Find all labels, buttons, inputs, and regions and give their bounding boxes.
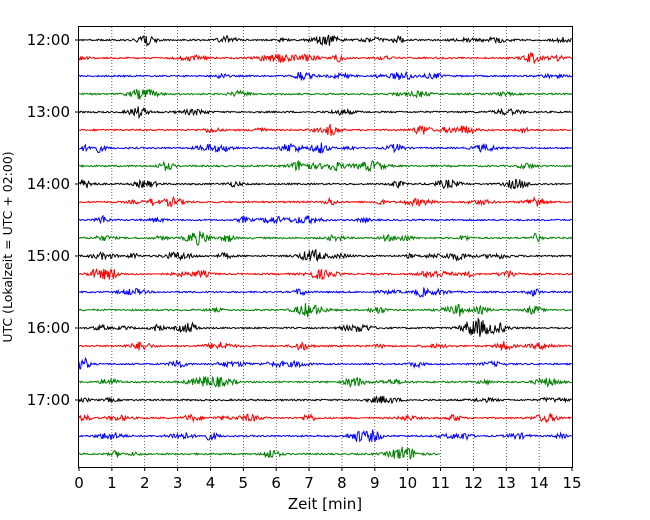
trace-line xyxy=(78,70,573,81)
x-tick-label: 2 xyxy=(140,474,150,492)
trace-line xyxy=(78,52,573,65)
grid-lines xyxy=(111,27,540,467)
trace-line xyxy=(78,159,573,173)
trace-line xyxy=(78,124,572,137)
x-tick-label: 11 xyxy=(431,474,450,492)
x-tick-label: 14 xyxy=(530,474,549,492)
trace-line xyxy=(78,195,572,208)
trace-line xyxy=(78,395,573,404)
trace-line xyxy=(78,317,572,337)
x-tick-label: 5 xyxy=(239,474,249,492)
x-tick-label: 3 xyxy=(173,474,183,492)
x-tick-label: 0 xyxy=(74,474,84,492)
trace-line xyxy=(78,231,573,246)
trace-line xyxy=(78,106,573,120)
plot-frame xyxy=(78,26,573,468)
x-tick-label: 13 xyxy=(497,474,516,492)
trace-line xyxy=(78,446,440,460)
trace-line xyxy=(78,356,573,370)
x-axis-label: Zeit [min] xyxy=(288,495,362,513)
trace-line xyxy=(78,429,572,443)
x-tick-label: 9 xyxy=(370,474,380,492)
x-tick-label: 15 xyxy=(562,474,581,492)
trace-line xyxy=(78,287,572,298)
y-tick-label: 14:00 xyxy=(27,175,70,193)
trace-line xyxy=(78,178,573,190)
y-tick-label: 12:00 xyxy=(27,31,70,49)
trace-line xyxy=(78,88,573,100)
trace-line xyxy=(78,376,573,389)
trace-line xyxy=(78,412,572,424)
trace-line xyxy=(78,248,572,263)
y-axis: 12:00 13:00 14:00 15:00 16:00 17:00 xyxy=(27,31,79,409)
y-tick-label: 16:00 xyxy=(27,319,70,337)
trace-line xyxy=(78,341,573,352)
x-tick-label: 4 xyxy=(206,474,216,492)
trace-line xyxy=(78,34,572,48)
trace-line xyxy=(78,214,572,225)
x-tick-label: 10 xyxy=(398,474,417,492)
x-tick-label: 1 xyxy=(107,474,117,492)
trace-line xyxy=(78,142,573,154)
seismic-traces xyxy=(78,34,573,460)
y-tick-label: 13:00 xyxy=(27,103,70,121)
y-axis-label: UTC (Lokalzeit = UTC + 02:00) xyxy=(0,151,15,342)
x-tick-label: 7 xyxy=(304,474,314,492)
x-axis: 0 1 2 3 4 5 6 7 8 9 10 11 12 13 14 15 xyxy=(74,467,582,492)
trace-line xyxy=(78,268,573,281)
x-tick-label: 12 xyxy=(464,474,483,492)
x-tick-label: 6 xyxy=(271,474,281,492)
y-tick-label: 17:00 xyxy=(27,391,70,409)
x-tick-label: 8 xyxy=(337,474,347,492)
trace-line xyxy=(78,303,573,318)
y-tick-label: 15:00 xyxy=(27,247,70,265)
